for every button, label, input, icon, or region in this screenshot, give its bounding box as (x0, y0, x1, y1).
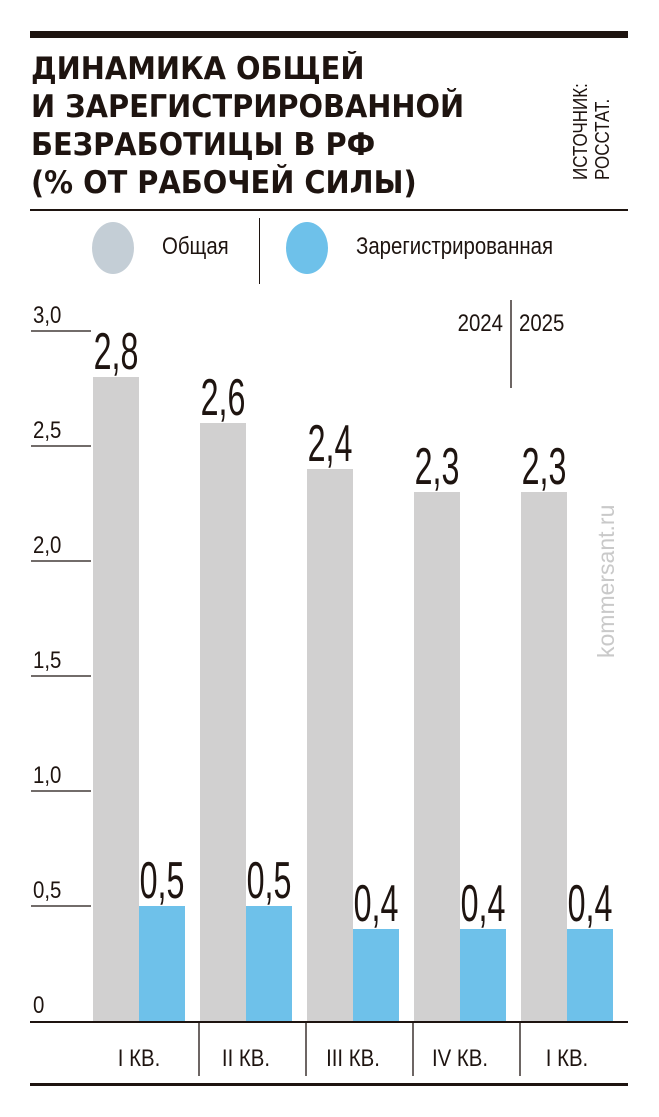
x-tick-label: I КВ. (546, 1044, 588, 1071)
year-label: 2024 (458, 309, 503, 336)
y-tick-label: 0,5 (33, 876, 61, 903)
title-line: ДИНАМИКА ОБЩЕЙ (31, 51, 365, 87)
bar-registered (353, 929, 399, 1021)
y-tick-label: 2,0 (33, 531, 61, 558)
bar-registered (460, 929, 506, 1021)
data-label: 2,6 (201, 369, 246, 427)
data-label: 0,4 (354, 875, 399, 933)
bar-registered (246, 906, 292, 1021)
chart-title: ДИНАМИКА ОБЩЕЙ И ЗАРЕГИСТРИРОВАННОЙ БЕЗР… (31, 50, 464, 202)
y-tick-label: 0 (33, 991, 44, 1018)
data-label: 0,5 (247, 852, 292, 910)
data-label: 2,4 (308, 415, 353, 473)
data-label: 2,8 (94, 323, 139, 381)
bar-total (521, 492, 567, 1021)
x-tick-label: I КВ. (118, 1044, 160, 1071)
bar-total (93, 377, 139, 1021)
legend-divider (259, 218, 260, 284)
title-line: БЕЗРАБОТИЦЫ В РФ (31, 127, 376, 163)
y-tick-label: 1,0 (33, 761, 61, 788)
legend-swatch-registered (286, 222, 328, 274)
title-line: (% ОТ РАБОЧЕЙ СИЛЫ) (31, 165, 417, 201)
legend-label-registered: Зарегистрированная (356, 233, 554, 260)
bottom-rule (30, 1083, 628, 1086)
data-label: 2,3 (415, 438, 460, 496)
x-tick-label: II КВ. (222, 1044, 270, 1071)
legend-swatch-total (92, 222, 134, 274)
year-label: 2025 (519, 309, 564, 336)
data-label: 2,3 (522, 438, 567, 496)
bar-total (307, 469, 353, 1021)
bar-total (200, 423, 246, 1021)
title-rule (30, 209, 628, 211)
legend-label-total: Общая (162, 233, 229, 260)
bar-registered (139, 906, 185, 1021)
bar-total (414, 492, 460, 1021)
x-tick-label: IV КВ. (432, 1044, 488, 1071)
title-line: И ЗАРЕГИСТРИРОВАННОЙ (31, 89, 465, 125)
data-label: 0,4 (461, 875, 506, 933)
y-tick-label: 2,5 (33, 416, 61, 443)
data-label: 0,5 (140, 852, 185, 910)
top-rule (30, 31, 628, 38)
bar-registered (567, 929, 613, 1021)
x-tick-label: III КВ. (326, 1044, 380, 1071)
data-label: 0,4 (568, 875, 613, 933)
y-tick-label: 3,0 (33, 301, 61, 328)
y-tick-label: 1,5 (33, 646, 61, 673)
